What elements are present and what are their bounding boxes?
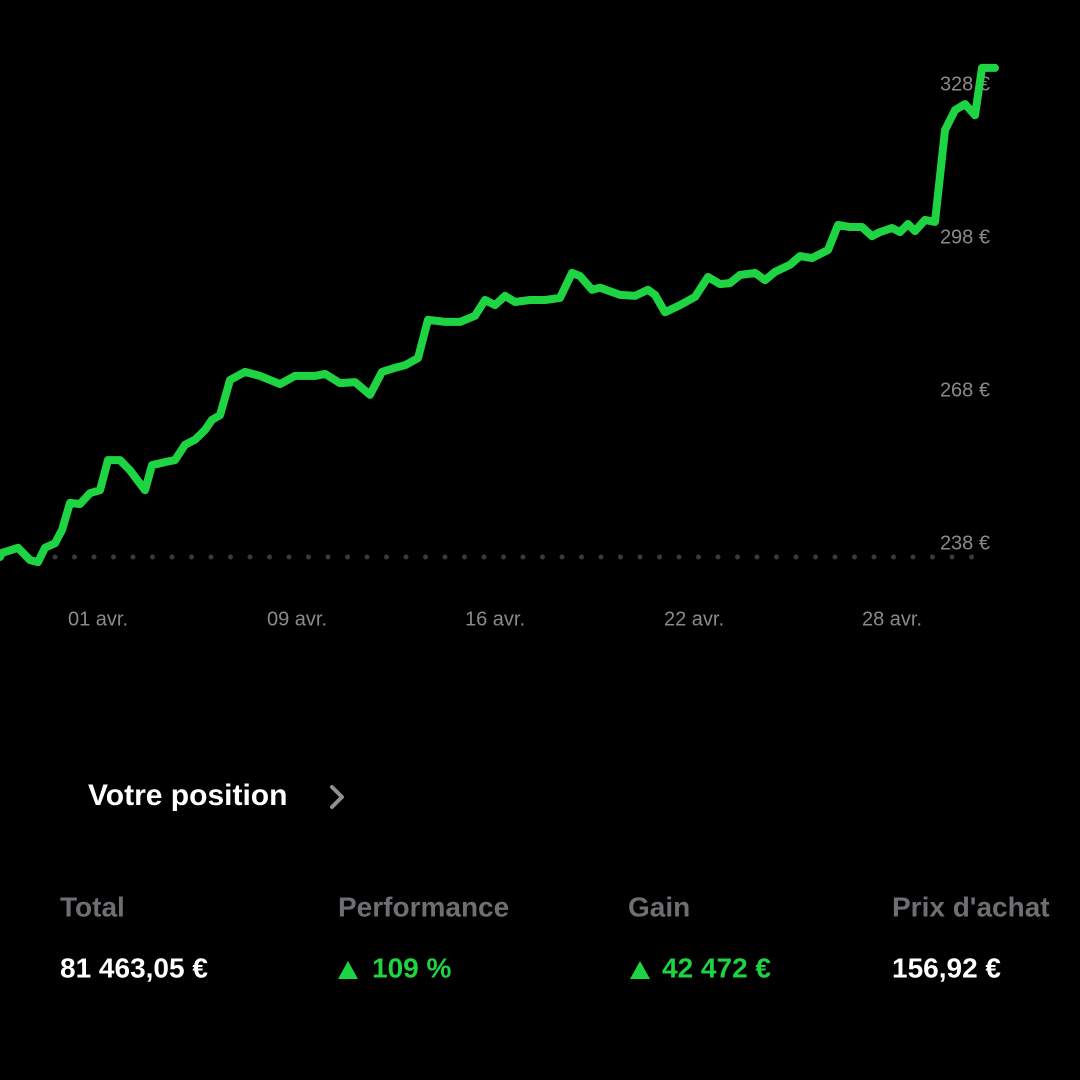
stat-value: 81 463,05 € (60, 952, 208, 983)
stat-label: Prix d'achat (892, 891, 1050, 922)
section-title[interactable]: Votre position (88, 779, 287, 812)
x-tick-label: 22 avr. (664, 608, 724, 630)
stat-value: 156,92 € (892, 952, 1001, 983)
up-triangle (630, 961, 650, 979)
y-tick-label: 268 € (940, 379, 990, 401)
stat-label: Performance (338, 891, 509, 922)
y-tick-label: 238 € (940, 532, 990, 554)
x-tick-label: 16 avr. (465, 608, 525, 630)
stat-value: 42 472 € (662, 952, 771, 983)
chart: 238 €268 €298 €328 €01 avr. 09 avr. 16 avr… (0, 63, 999, 630)
price-line (0, 63, 999, 567)
x-tick-label: 01 avr. (68, 608, 128, 630)
y-tick-label: 298 € (940, 226, 990, 248)
stat-label: Gain (628, 891, 690, 922)
chevron-icon[interactable] (330, 785, 344, 809)
stat-value: 109 % (372, 952, 451, 983)
stat-label: Total (60, 891, 125, 922)
x-tick-label: 09 avr. (267, 608, 327, 630)
x-tick-label: 28 avr. (862, 608, 922, 630)
up-triangle (338, 961, 358, 979)
